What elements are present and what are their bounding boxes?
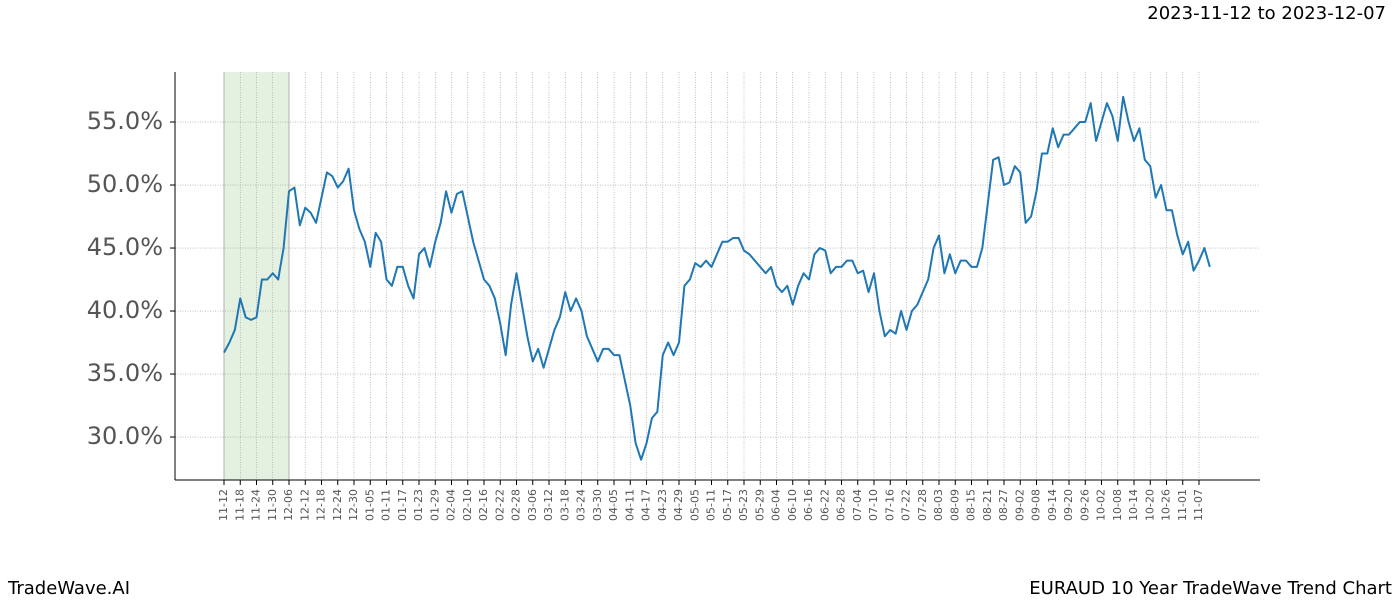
x-tick-label: 03-30: [591, 489, 604, 521]
x-tick-label: 03-12: [542, 489, 555, 521]
x-tick-label: 05-29: [753, 489, 766, 521]
x-tick-label: 01-23: [412, 489, 425, 521]
x-tick-label: 11-12: [217, 489, 230, 521]
x-tick-label: 11-30: [266, 489, 279, 521]
y-tick-label: 30.0%: [87, 422, 163, 450]
x-tick-label: 04-23: [656, 489, 669, 521]
x-tick-label: 03-06: [526, 489, 539, 521]
x-tick-label: 07-16: [883, 489, 896, 521]
x-tick-label: 01-29: [428, 489, 441, 521]
x-tick-label: 09-02: [1013, 489, 1026, 521]
x-tick-label: 12-12: [298, 489, 311, 521]
x-tick-label: 12-30: [347, 489, 360, 521]
x-tick-label: 07-28: [916, 489, 929, 521]
chart-title: EURAUD 10 Year TradeWave Trend Chart: [1029, 578, 1392, 599]
x-tick-label: 03-18: [558, 489, 571, 521]
x-tick-label: 05-23: [737, 489, 750, 521]
x-tick-label: 09-08: [1030, 489, 1043, 521]
x-tick-label: 03-24: [575, 489, 588, 521]
x-tick-label: 05-11: [705, 489, 718, 521]
x-tick-label: 06-28: [835, 489, 848, 521]
x-tick-label: 10-26: [1160, 489, 1173, 521]
x-tick-label: 08-09: [948, 489, 961, 521]
x-tick-label: 02-04: [445, 489, 458, 521]
y-tick-label: 50.0%: [87, 170, 163, 198]
x-tick-label: 04-29: [672, 489, 685, 521]
x-tick-label: 09-14: [1046, 489, 1059, 521]
x-tick-label: 04-05: [607, 489, 620, 521]
x-tick-label: 08-15: [965, 489, 978, 521]
x-tick-label: 01-11: [380, 489, 393, 521]
y-tick-label: 40.0%: [87, 296, 163, 324]
x-tick-label: 06-04: [770, 489, 783, 521]
x-tick-label: 07-04: [851, 489, 864, 521]
x-tick-label: 12-24: [331, 489, 344, 521]
x-tick-label: 11-18: [233, 489, 246, 521]
x-tick-label: 01-05: [363, 489, 376, 521]
x-tick-label: 07-22: [900, 489, 913, 521]
x-tick-label: 04-11: [623, 489, 636, 521]
x-tick-label: 08-03: [932, 489, 945, 521]
x-tick-label: 11-24: [250, 489, 263, 521]
x-tick-label: 02-16: [477, 489, 490, 521]
x-tick-label: 11-07: [1192, 489, 1205, 521]
x-tick-label: 07-10: [867, 489, 880, 521]
trend-line: [223, 95, 1211, 461]
x-tick-label: 02-10: [461, 489, 474, 521]
y-tick-label: 35.0%: [87, 359, 163, 387]
x-tick-label: 12-06: [282, 489, 295, 521]
x-tick-label: 09-26: [1078, 489, 1091, 521]
y-tick-label: 45.0%: [87, 233, 163, 261]
x-tick-label: 10-14: [1127, 489, 1140, 521]
x-tick-label: 06-22: [818, 489, 831, 521]
x-tick-label: 02-28: [510, 489, 523, 521]
x-tick-label: 04-17: [640, 489, 653, 521]
x-tick-label: 11-01: [1176, 489, 1189, 521]
date-range: 2023-11-12 to 2023-12-07: [1147, 3, 1386, 24]
y-tick-label: 55.0%: [87, 107, 163, 135]
x-tick-label: 09-20: [1062, 489, 1075, 521]
x-tick-label: 10-08: [1111, 489, 1124, 521]
x-tick-label: 08-27: [997, 489, 1010, 521]
x-tick-label: 10-02: [1095, 489, 1108, 521]
x-tick-label: 12-18: [315, 489, 328, 521]
x-tick-label: 06-16: [802, 489, 815, 521]
x-tick-label: 06-10: [786, 489, 799, 521]
x-tick-label: 05-05: [688, 489, 701, 521]
brand: TradeWave.AI: [7, 578, 130, 599]
x-tick-label: 10-20: [1143, 489, 1156, 521]
x-tick-label: 01-17: [396, 489, 409, 521]
x-tick-label: 08-21: [981, 489, 994, 521]
x-tick-label: 02-22: [493, 489, 506, 521]
x-tick-label: 05-17: [721, 489, 734, 521]
